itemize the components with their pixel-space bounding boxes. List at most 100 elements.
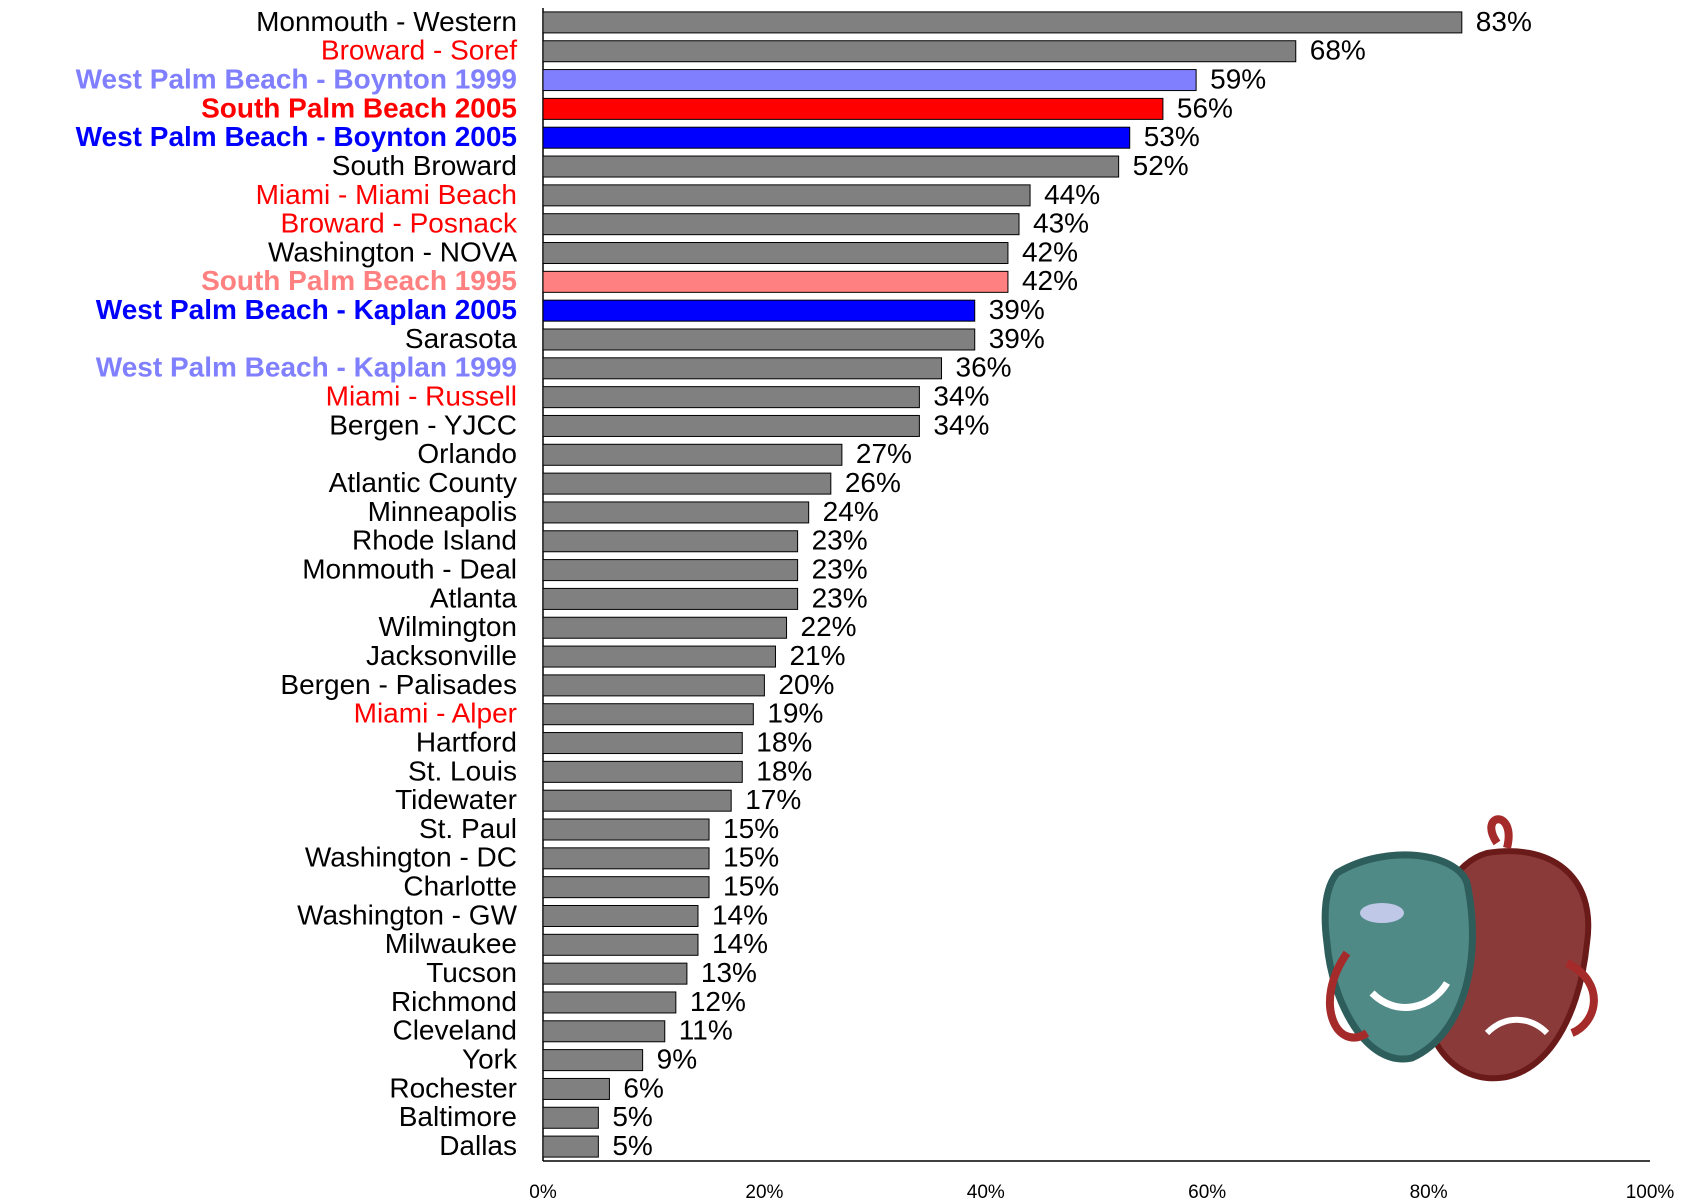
bar: [542, 386, 920, 409]
bar: [542, 357, 943, 380]
value-label: 36%: [956, 352, 1012, 383]
value-label: 34%: [933, 409, 989, 440]
category-label: Dallas: [439, 1130, 517, 1161]
category-label: Washington - DC: [305, 842, 517, 873]
category-label: Broward - Soref: [321, 35, 517, 66]
value-label: 52%: [1133, 150, 1189, 181]
bar: [542, 501, 810, 524]
bar: [542, 126, 1131, 149]
category-label: Milwaukee: [385, 928, 517, 959]
value-label: 13%: [701, 957, 757, 988]
category-label: Broward - Posnack: [280, 208, 518, 239]
value-label: 6%: [623, 1072, 663, 1103]
value-label: 17%: [745, 784, 801, 815]
category-label: Wilmington: [379, 611, 517, 642]
value-label: 26%: [845, 467, 901, 498]
category-label: St. Louis: [408, 755, 517, 786]
bar: [542, 270, 1009, 293]
category-label: Baltimore: [399, 1101, 517, 1132]
value-label: 34%: [933, 381, 989, 412]
x-tick-label: 80%: [1410, 1182, 1448, 1200]
category-label: South Palm Beach 2005: [201, 92, 517, 123]
bar: [542, 703, 754, 726]
category-label: Monmouth - Western: [256, 6, 517, 37]
value-label: 11%: [679, 1015, 733, 1046]
category-label: York: [462, 1044, 518, 1075]
value-label: 68%: [1310, 35, 1366, 66]
value-label: 24%: [823, 496, 879, 527]
value-label: 59%: [1210, 63, 1266, 94]
value-label: 15%: [723, 842, 779, 873]
category-label: South Palm Beach 1995: [201, 265, 517, 296]
value-label: 56%: [1177, 92, 1233, 123]
category-label: Miami - Alper: [354, 698, 517, 729]
bar: [542, 616, 788, 639]
value-label: 27%: [856, 438, 912, 469]
bar: [542, 847, 710, 870]
value-label: 5%: [612, 1130, 652, 1161]
bar: [542, 991, 677, 1014]
bar: [542, 732, 743, 755]
category-label: Tucson: [426, 957, 517, 988]
category-label: Washington - NOVA: [268, 236, 517, 267]
value-label: 23%: [812, 582, 868, 613]
category-label: Monmouth - Deal: [302, 553, 517, 584]
category-label: Cleveland: [392, 1015, 517, 1046]
mask-mouth: [1484, 1016, 1550, 1036]
value-label: 83%: [1476, 6, 1532, 37]
category-label: Charlotte: [403, 871, 517, 902]
bar: [542, 11, 1463, 34]
category-label: Atlanta: [430, 582, 518, 613]
bar: [542, 876, 710, 899]
value-label: 43%: [1033, 208, 1089, 239]
category-label: Jacksonville: [366, 640, 517, 671]
value-label: 14%: [712, 928, 768, 959]
value-label: 12%: [690, 986, 746, 1017]
bar: [542, 184, 1031, 207]
bar: [542, 1135, 599, 1158]
category-label: Miami - Russell: [326, 381, 517, 412]
value-label: 42%: [1022, 265, 1078, 296]
value-label: 39%: [989, 294, 1045, 325]
category-label: Minneapolis: [368, 496, 517, 527]
x-tick-label: 60%: [1188, 1182, 1226, 1200]
value-label: 15%: [723, 871, 779, 902]
category-label: Bergen - YJCC: [329, 409, 517, 440]
value-label: 21%: [789, 640, 845, 671]
bar: [542, 559, 799, 582]
bar: [542, 587, 799, 610]
x-tick-label: 0%: [529, 1182, 557, 1200]
value-label: 23%: [812, 525, 868, 556]
bar: [542, 962, 688, 985]
category-label: Miami - Miami Beach: [256, 179, 517, 210]
value-label: 20%: [778, 669, 834, 700]
bar: [542, 1049, 644, 1072]
value-label: 22%: [801, 611, 857, 642]
masks-clipart: [1321, 815, 1598, 1082]
bar: [542, 414, 920, 437]
value-label: 18%: [756, 726, 812, 757]
bar: [542, 789, 732, 812]
x-tick-label: 20%: [745, 1182, 783, 1200]
mask-front: [1321, 851, 1476, 1063]
category-label: Rochester: [389, 1072, 517, 1103]
category-label: Sarasota: [405, 323, 517, 354]
category-label: Hartford: [416, 726, 517, 757]
value-label: 18%: [756, 755, 812, 786]
bar: [542, 530, 799, 553]
bar: [542, 674, 765, 697]
bar: [542, 1106, 599, 1129]
value-label: 9%: [657, 1044, 697, 1075]
bar: [542, 1077, 610, 1100]
value-label: 15%: [723, 813, 779, 844]
mask-mouth: [1369, 981, 1450, 1011]
x-tick-label: 100%: [1626, 1182, 1675, 1200]
category-label: West Palm Beach - Kaplan 2005: [96, 294, 517, 325]
mask-eye: [1360, 903, 1404, 923]
value-label: 14%: [712, 899, 768, 930]
bar: [542, 933, 699, 956]
category-label: West Palm Beach - Kaplan 1999: [96, 352, 517, 383]
value-label: 53%: [1144, 121, 1200, 152]
